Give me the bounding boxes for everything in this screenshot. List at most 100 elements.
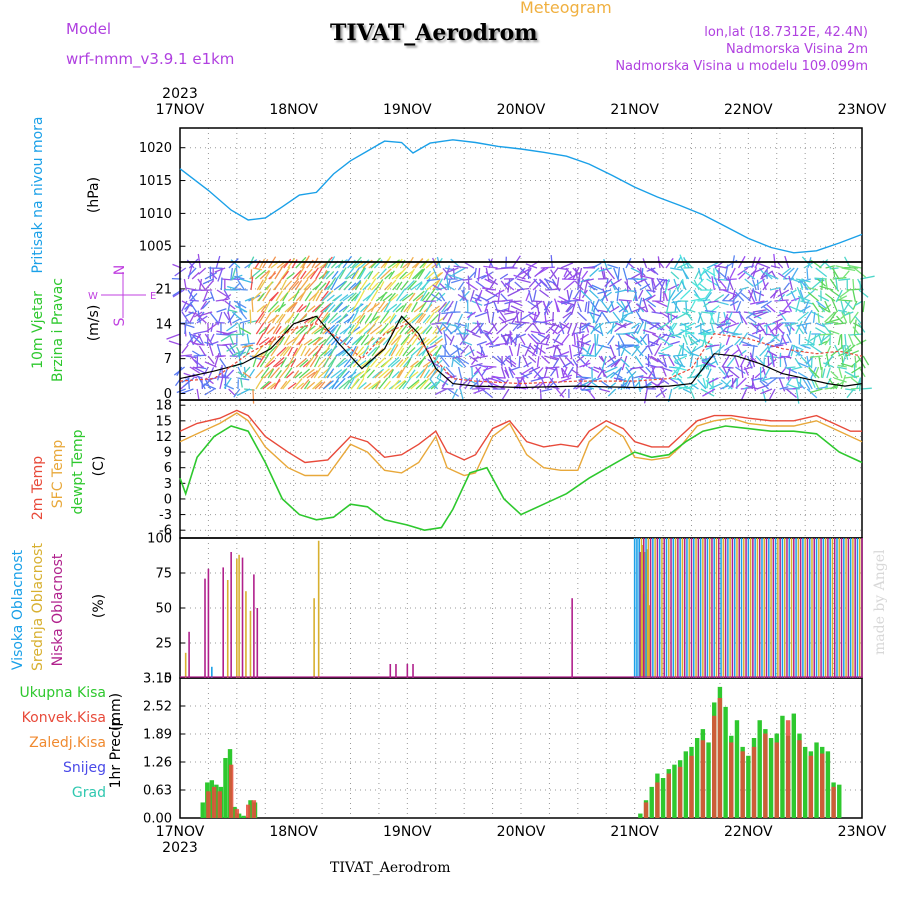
wind-arrow — [735, 366, 746, 375]
wind-arrow — [411, 334, 421, 346]
wind-arrow — [431, 322, 442, 325]
wind-arrow — [781, 267, 792, 276]
wind-arrow — [411, 312, 424, 324]
wind-arrow — [304, 291, 313, 302]
wind-arrow — [516, 333, 527, 339]
wind-arrow — [530, 330, 546, 335]
wind-arrow — [581, 388, 593, 391]
wind-arrow — [804, 338, 815, 346]
dewpt-temp-line — [179, 425, 863, 532]
y-tick-label: 12 — [155, 430, 172, 445]
date-label-bottom: 19NOV — [383, 824, 432, 840]
wind-arrow — [283, 258, 292, 269]
wind-arrow — [838, 299, 853, 302]
wind-arrow — [367, 346, 378, 357]
wind-arrow — [723, 311, 728, 325]
wind-arrow — [693, 293, 704, 302]
wind-arrow — [648, 366, 656, 379]
wind-arrow — [438, 292, 446, 302]
wind-arrow — [674, 301, 678, 313]
wind-arrow — [223, 289, 231, 300]
wind-arrow — [341, 346, 353, 357]
wind-arrow — [347, 375, 356, 390]
wind-arrow — [276, 346, 287, 357]
wind-arrow — [572, 297, 585, 302]
precip-bar-total — [814, 742, 819, 818]
wind-arrow — [769, 388, 776, 400]
wind-arrow — [799, 377, 802, 388]
wind-arrow — [366, 369, 375, 379]
wind-arrow — [643, 278, 652, 291]
wind-arrow — [296, 266, 305, 280]
wind-arrow — [311, 303, 322, 313]
wind-arrow — [406, 303, 413, 313]
wind-arrow — [520, 366, 534, 376]
wind-arrow — [854, 355, 857, 368]
wind-arrow — [464, 376, 474, 390]
niska-axis-title: Niska Oblacnost — [50, 553, 66, 666]
wind-arrow — [803, 309, 813, 324]
wind-arrow — [809, 333, 822, 342]
wind-arrow — [817, 294, 830, 302]
wind-arrow — [825, 318, 840, 324]
wind-arrow — [705, 379, 715, 390]
wind-arrow — [443, 267, 451, 281]
precip-bar-total — [837, 784, 842, 818]
wind-arrow — [568, 344, 573, 360]
precip-legend-item: Snijeg — [63, 760, 106, 776]
precip-bar-convective — [666, 773, 671, 818]
wind-arrow — [323, 333, 333, 346]
wind-arrow — [453, 265, 469, 269]
wind-arrow — [356, 312, 365, 324]
wind-arrow — [796, 286, 804, 302]
wind-arrow — [399, 271, 408, 280]
wind-arrow — [740, 340, 752, 346]
wind-arrow — [708, 300, 719, 304]
wind-arrow — [326, 294, 335, 302]
wind-arrow — [796, 377, 801, 389]
wind-arrow — [840, 300, 846, 315]
y-tick-label: 50 — [155, 602, 172, 617]
wind-arrow — [540, 333, 550, 344]
wind-arrow — [227, 311, 232, 326]
wind-arrow — [491, 355, 503, 364]
wind-arrow — [525, 263, 538, 269]
wind-arrow — [370, 289, 379, 302]
wind-arrow — [808, 367, 820, 379]
date-label-top: 19NOV — [383, 102, 432, 118]
wind-arrow — [789, 267, 799, 282]
wind-arrow — [584, 301, 588, 313]
wind-arrow — [537, 376, 550, 379]
wind-arrow — [737, 267, 749, 276]
wind-arrow — [453, 355, 461, 364]
wind-arrow — [221, 278, 232, 281]
wind-arrow — [436, 322, 444, 335]
wind-arrow — [862, 301, 866, 313]
wind-arrow — [644, 355, 651, 365]
wind-arrow — [406, 333, 417, 346]
wind-arrow — [853, 334, 863, 346]
wind-arrow — [390, 359, 401, 368]
wind-arrow — [432, 257, 438, 269]
wind-arrow — [646, 267, 656, 272]
wind-arrow — [192, 373, 202, 379]
wind-arrow — [844, 333, 847, 347]
wind-arrow — [507, 334, 517, 346]
wind-arrow — [673, 353, 688, 357]
wind-arrow — [626, 300, 633, 315]
wind-arrow — [563, 267, 569, 278]
wind-arrow — [386, 279, 397, 291]
wind-arrow — [404, 365, 415, 379]
wind-arrow — [643, 388, 648, 404]
wind-arrow — [228, 258, 239, 269]
wind-arrow — [370, 282, 379, 291]
wind-arrow — [763, 271, 773, 280]
wind-arrow — [402, 355, 413, 368]
wind-arrow — [286, 302, 297, 313]
wind-arrow — [220, 277, 223, 291]
wind-arrow — [533, 344, 546, 355]
wind-arrow — [751, 344, 755, 358]
wind-arrow — [588, 289, 599, 299]
wind-arrow — [423, 270, 432, 280]
wind-arrow — [191, 350, 202, 357]
